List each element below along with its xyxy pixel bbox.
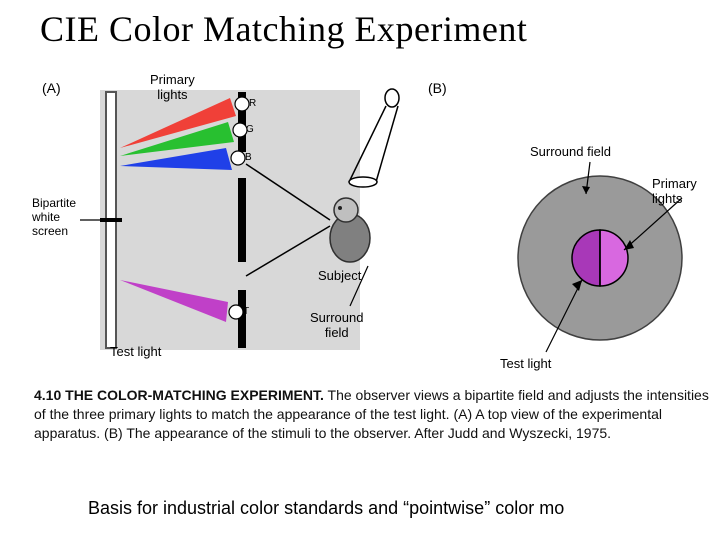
panel-a-tag: (A) xyxy=(42,80,61,96)
page-title: CIE Color Matching Experiment xyxy=(40,8,527,50)
test-lamp xyxy=(229,305,243,319)
label-test-a: Test light xyxy=(110,344,161,359)
label-g: G xyxy=(246,124,254,135)
label-surround-a: Surround field xyxy=(310,310,363,340)
label-surround-b: Surround field xyxy=(530,144,611,159)
label-primary-b: Primary lights xyxy=(652,176,697,206)
figure-caption: 4.10 THE COLOR-MATCHING EXPERIMENT. The … xyxy=(34,386,714,443)
label-bipartite: Bipartite white screen xyxy=(32,196,76,238)
label-primary-a: Primary lights xyxy=(150,72,195,102)
slide-root: CIE Color Matching Experiment xyxy=(0,0,720,540)
label-t: T xyxy=(243,306,249,317)
experiment-figure xyxy=(30,70,690,410)
subject-icon xyxy=(330,198,370,262)
label-b: B xyxy=(245,152,252,163)
label-test-b: Test light xyxy=(500,356,551,371)
label-r: R xyxy=(249,98,256,109)
panel-b-tag: (B) xyxy=(428,80,447,96)
footer-text: Basis for industrial color standards and… xyxy=(88,498,720,519)
label-subject: Subject xyxy=(318,268,361,283)
caption-lead: 4.10 THE COLOR-MATCHING EXPERIMENT. xyxy=(34,387,324,403)
